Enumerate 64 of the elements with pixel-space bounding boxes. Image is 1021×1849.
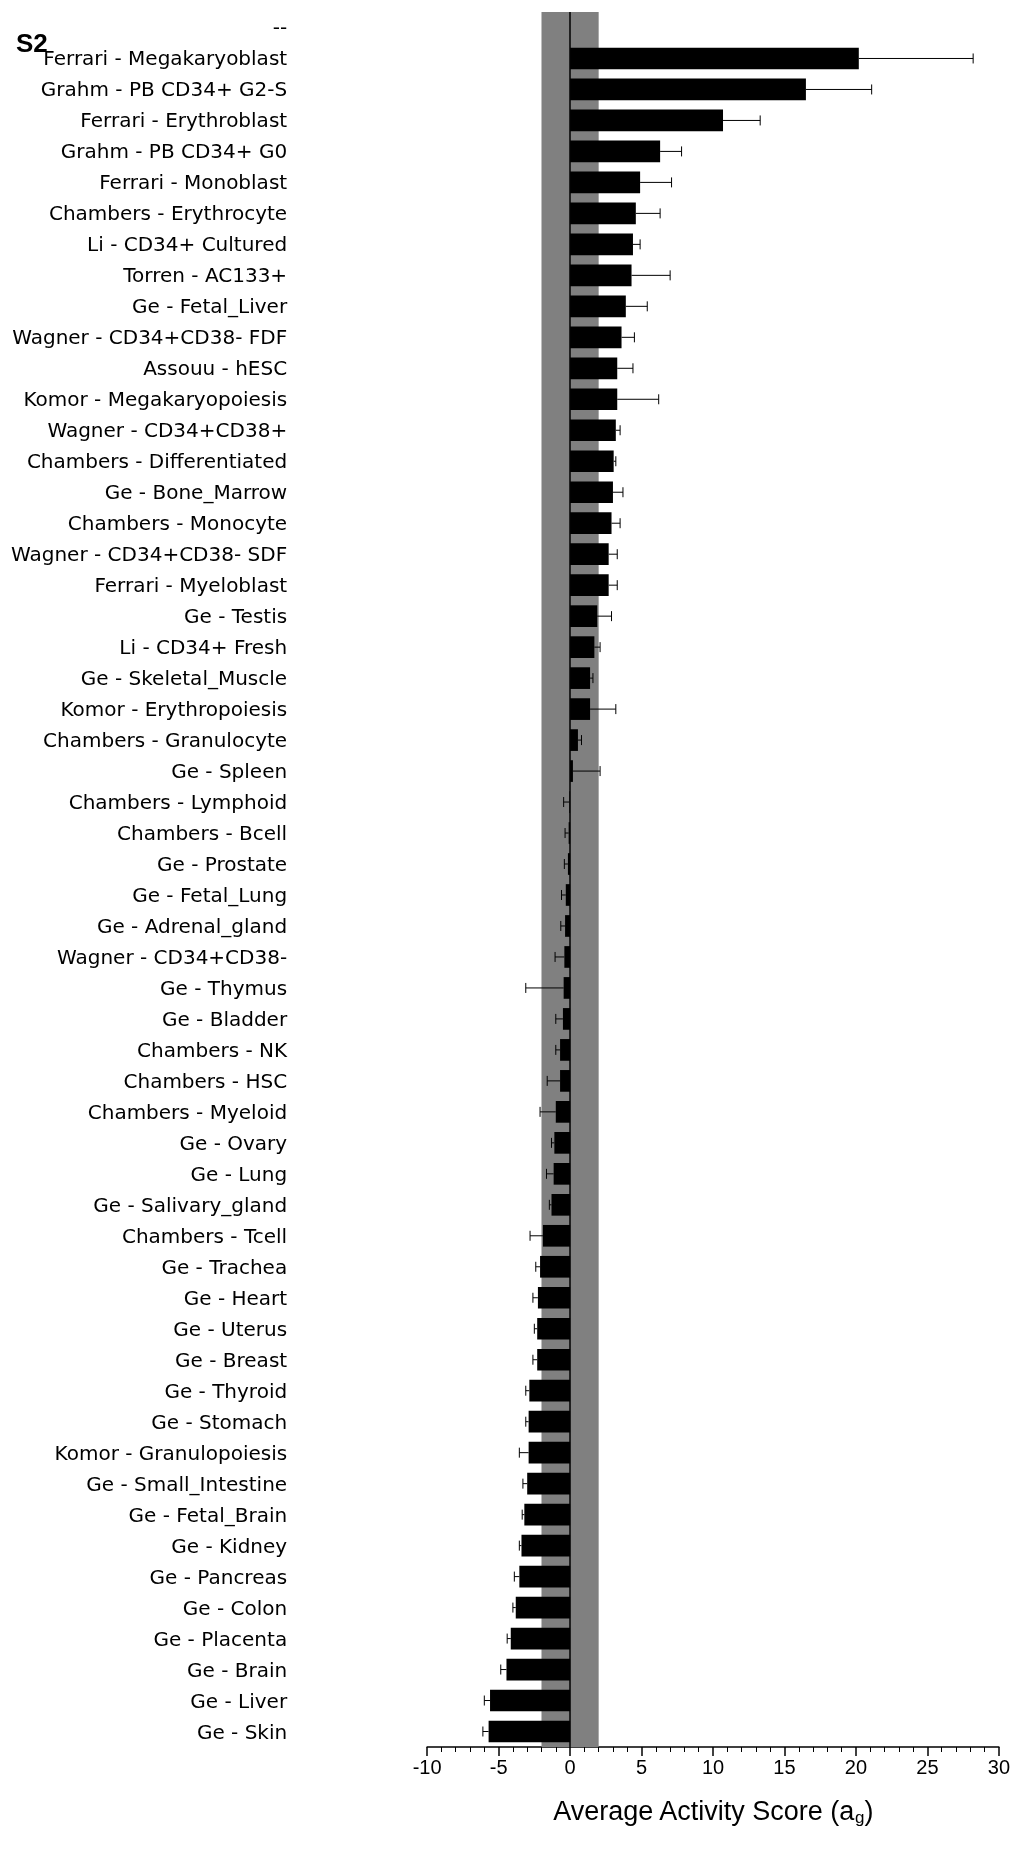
y-tick-label: Chambers - HSC [123,1068,288,1093]
x-tick-label: 20 [844,1756,868,1778]
y-tick-label: Chambers - Differentiated [26,449,288,474]
y-tick-label: Ge - Bone_Marrow [104,480,288,505]
y-tick-label: Li - CD34+ Fresh [119,635,288,660]
y-tick-label: -- [272,15,288,40]
y-tick-label: Ge - Lung [190,1161,288,1186]
y-tick-label: Chambers - NK [137,1037,289,1062]
y-tick-label: Ge - Thyroid [164,1378,288,1403]
y-tick-label: Ge - Salivary_gland [93,1192,288,1217]
y-tick-label: Ge - Spleen [171,759,288,784]
y-tick-label: Ge - Thymus [160,975,288,1000]
y-tick-label: Wagner - CD34+CD38- SDF [10,542,288,567]
y-tick-label: Ge - Liver [190,1688,288,1713]
y-tick-label: Chambers - Bcell [117,821,288,846]
y-tick-label: Wagner - CD34+CD38- FDF [12,325,288,350]
y-tick-label: Komor - Erythropoiesis [60,697,288,722]
y-tick-label: Ge - Testis [184,604,288,629]
y-tick-label: Ge - Skin [196,1719,288,1744]
x-tick-label: 25 [916,1756,939,1778]
y-tick-label: Komor - Megakaryopoiesis [23,387,288,412]
y-tick-label: Ge - Small_Intestine [86,1471,288,1496]
x-tick-label: 0 [564,1756,576,1778]
y-tick-label: Grahm - PB CD34+ G2-S [40,77,288,102]
y-tick-label: Ge - Bladder [161,1006,288,1031]
y-tick-label: Chambers - Tcell [121,1223,288,1248]
x-tick-label: -10 [412,1756,442,1778]
x-tick-label: 5 [635,1756,648,1778]
x-tick-label: 10 [701,1756,725,1778]
y-tick-label: Ge - Kidney [171,1533,288,1558]
y-tick-label: Ge - Stomach [151,1409,288,1434]
y-tick-label: Ge - Fetal_Lung [132,882,288,907]
x-tick-label: 30 [987,1756,1010,1778]
y-tick-label: Ge - Skeletal_Muscle [80,666,288,691]
y-tick-label: Ge - Fetal_Brain [128,1502,288,1527]
y-tick-label: Komor - Granulopoiesis [54,1440,288,1465]
y-tick-label: Ferrari - Myeloblast [94,573,288,598]
y-tick-label: Wagner - CD34+CD38- [56,944,288,969]
y-tick-label: Grahm - PB CD34+ G0 [60,139,288,164]
y-tick-label: Wagner - CD34+CD38+ [47,418,288,443]
y-tick-label: Chambers - Monocyte [67,511,288,536]
y-tick-label: Chambers - Lymphoid [68,790,288,815]
y-tick-label: Chambers - Erythrocyte [48,201,288,226]
y-tick-label: Ferrari - Monoblast [99,170,288,195]
y-tick-label: Ge - Adrenal_gland [96,913,288,938]
y-tick-label: Ge - Placenta [153,1626,288,1651]
y-tick-label: Ge - Breast [175,1347,288,1372]
y-tick-label: Ge - Fetal_Liver [131,294,288,319]
y-tick-label: Ferrari - Erythroblast [80,108,288,133]
y-tick-label: Ge - Prostate [157,852,288,877]
y-tick-label: Assouu - hESC [143,356,288,381]
y-tick-label: Ge - Pancreas [149,1564,288,1589]
y-tick-label: Ge - Heart [183,1285,288,1310]
y-tick-label: Chambers - Myeloid [87,1099,288,1124]
x-tick-label: -5 [489,1756,508,1778]
y-tick-label: Ge - Trachea [161,1254,288,1279]
y-tick-label: Ge - Colon [182,1595,288,1620]
y-tick-label: Li - CD34+ Cultured [87,232,288,257]
y-tick-label: Ge - Uterus [173,1316,288,1341]
y-tick-label: Ge - Brain [186,1657,288,1682]
y-tick-label: Chambers - Granulocyte [43,728,288,753]
x-tick-label: 15 [773,1756,796,1778]
y-tick-label: Ge - Ovary [179,1130,288,1155]
y-tick-label: Torren - AC133+ [122,263,288,288]
